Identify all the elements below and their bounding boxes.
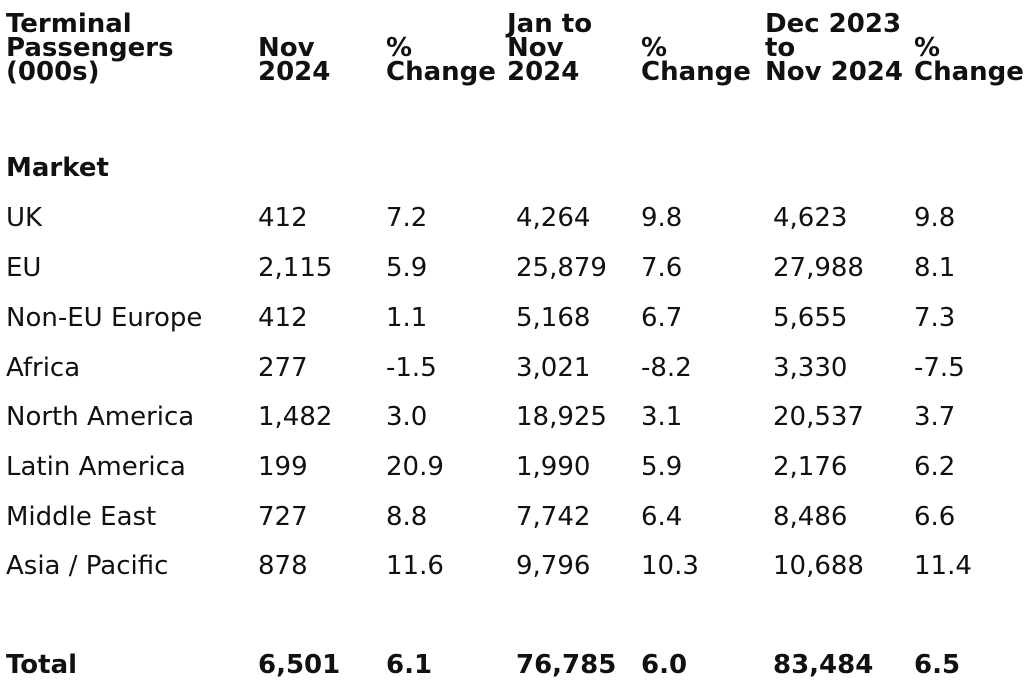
row-change-month: 3.0 bbox=[386, 402, 428, 432]
row-change-rolling: 3.7 bbox=[914, 402, 956, 432]
row-change-month: 7.2 bbox=[386, 203, 428, 233]
row-jan-to-nov: 3,021 bbox=[516, 353, 591, 383]
row-rolling-12: 8,486 bbox=[773, 502, 848, 532]
row-jan-to-nov: 5,168 bbox=[516, 303, 591, 333]
row-change-rolling: 6.6 bbox=[914, 502, 956, 532]
row-market-name: Middle East bbox=[6, 502, 157, 532]
row-change-ytd: 3.1 bbox=[641, 402, 683, 432]
row-change-rolling: 9.8 bbox=[914, 203, 956, 233]
row-change-rolling: 11.4 bbox=[914, 551, 972, 581]
total-jan-to-nov: 76,785 bbox=[516, 650, 617, 680]
total-change-ytd: 6.0 bbox=[641, 650, 688, 680]
row-change-rolling: -7.5 bbox=[914, 353, 965, 383]
section-label-market: Market bbox=[6, 153, 109, 183]
row-jan-to-nov: 1,990 bbox=[516, 452, 591, 482]
header-change-rolling: % Change bbox=[914, 33, 1024, 87]
row-jan-to-nov: 18,925 bbox=[516, 402, 607, 432]
row-change-ytd: -8.2 bbox=[641, 353, 692, 383]
row-change-rolling: 8.1 bbox=[914, 253, 956, 283]
header-rolling-12-months: Dec 2023 to Nov 2024 bbox=[765, 9, 903, 87]
row-change-month: -1.5 bbox=[386, 353, 437, 383]
row-market-name: UK bbox=[6, 203, 43, 233]
row-nov-2024: 412 bbox=[258, 303, 308, 333]
row-change-ytd: 6.7 bbox=[641, 303, 683, 333]
row-change-month: 8.8 bbox=[386, 502, 428, 532]
header-market-label: Terminal Passengers (000s) bbox=[6, 9, 174, 87]
row-market-name: Asia / Pacific bbox=[6, 551, 169, 581]
row-market-name: Non-EU Europe bbox=[6, 303, 203, 333]
total-change-rolling: 6.5 bbox=[914, 650, 961, 680]
total-label: Total bbox=[6, 650, 78, 680]
row-market-name: EU bbox=[6, 253, 42, 283]
row-market-name: Latin America bbox=[6, 452, 186, 482]
row-change-rolling: 6.2 bbox=[914, 452, 956, 482]
row-change-ytd: 6.4 bbox=[641, 502, 683, 532]
row-change-month: 20.9 bbox=[386, 452, 444, 482]
row-change-ytd: 7.6 bbox=[641, 253, 683, 283]
total-change-month: 6.1 bbox=[386, 650, 433, 680]
row-nov-2024: 277 bbox=[258, 353, 308, 383]
row-market-name: Africa bbox=[6, 353, 81, 383]
row-nov-2024: 2,115 bbox=[258, 253, 333, 283]
row-rolling-12: 10,688 bbox=[773, 551, 864, 581]
row-rolling-12: 2,176 bbox=[773, 452, 848, 482]
row-jan-to-nov: 4,264 bbox=[516, 203, 591, 233]
row-change-month: 1.1 bbox=[386, 303, 428, 333]
row-rolling-12: 20,537 bbox=[773, 402, 864, 432]
row-nov-2024: 727 bbox=[258, 502, 308, 532]
row-change-ytd: 5.9 bbox=[641, 452, 683, 482]
row-nov-2024: 1,482 bbox=[258, 402, 333, 432]
header-change-ytd: % Change bbox=[641, 33, 751, 87]
header-jan-to-nov-2024: Jan to Nov 2024 bbox=[507, 9, 593, 87]
row-jan-to-nov: 25,879 bbox=[516, 253, 607, 283]
row-nov-2024: 412 bbox=[258, 203, 308, 233]
row-change-ytd: 10.3 bbox=[641, 551, 699, 581]
row-change-rolling: 7.3 bbox=[914, 303, 956, 333]
row-rolling-12: 3,330 bbox=[773, 353, 848, 383]
row-nov-2024: 878 bbox=[258, 551, 308, 581]
row-market-name: North America bbox=[6, 402, 195, 432]
row-rolling-12: 5,655 bbox=[773, 303, 848, 333]
header-change-month: % Change bbox=[386, 33, 496, 87]
row-rolling-12: 4,623 bbox=[773, 203, 848, 233]
row-change-ytd: 9.8 bbox=[641, 203, 683, 233]
row-rolling-12: 27,988 bbox=[773, 253, 864, 283]
row-change-month: 11.6 bbox=[386, 551, 444, 581]
total-rolling-12: 83,484 bbox=[773, 650, 874, 680]
row-nov-2024: 199 bbox=[258, 452, 308, 482]
total-nov-2024: 6,501 bbox=[258, 650, 341, 680]
row-jan-to-nov: 7,742 bbox=[516, 502, 591, 532]
header-nov-2024: Nov 2024 bbox=[258, 33, 331, 87]
row-jan-to-nov: 9,796 bbox=[516, 551, 591, 581]
row-change-month: 5.9 bbox=[386, 253, 428, 283]
